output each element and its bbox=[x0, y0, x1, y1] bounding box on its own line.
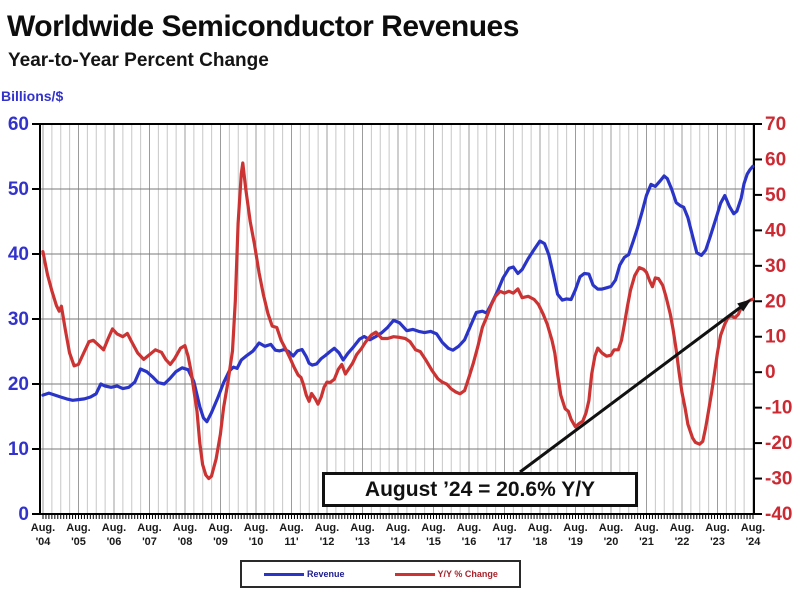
page-title: Worldwide Semiconductor Revenues bbox=[7, 10, 519, 43]
x-axis-month-label: Aug. bbox=[528, 522, 552, 534]
left-axis-tick-label: 20 bbox=[8, 374, 29, 395]
series-line-revenue bbox=[41, 164, 755, 424]
legend-item-revenue: Revenue bbox=[264, 569, 345, 579]
x-axis-year-label: '22 bbox=[675, 536, 690, 548]
x-axis-month-label: Aug. bbox=[634, 522, 658, 534]
page-subtitle: Year-to-Year Percent Change bbox=[8, 50, 269, 71]
x-axis-year-label: '04 bbox=[36, 536, 52, 548]
x-axis-year-label: '20 bbox=[604, 536, 619, 548]
arrowhead bbox=[737, 299, 752, 312]
gridlines bbox=[40, 124, 754, 514]
x-axis-year-label: '24 bbox=[746, 536, 762, 548]
left-axis-units-label: Billions/$ bbox=[1, 88, 64, 104]
yy-change-line-swatch bbox=[394, 572, 435, 576]
x-axis-month-label: Aug. bbox=[173, 522, 197, 534]
x-axis-year-label: '10 bbox=[249, 536, 264, 548]
x-axis-year-label: '21 bbox=[639, 536, 654, 548]
x-axis-year-label: '12 bbox=[320, 536, 335, 548]
annotation-text: August ’24 = 20.6% Y/Y bbox=[364, 477, 596, 501]
left-axis-tick-label: 0 bbox=[18, 504, 29, 525]
x-axis-month-label: Aug. bbox=[741, 522, 765, 534]
x-axis-year-label: 11' bbox=[284, 536, 299, 548]
x-axis-month-label: Aug. bbox=[350, 522, 374, 534]
x-axis-year-label: '16 bbox=[462, 536, 477, 548]
right-axis-tick-label: 0 bbox=[765, 362, 776, 383]
x-axis-year-label: '13 bbox=[355, 536, 370, 548]
x-axis-month-label: Aug. bbox=[492, 522, 516, 534]
x-axis-year-label: '06 bbox=[107, 536, 122, 548]
x-axis-month-label: Aug. bbox=[386, 522, 410, 534]
x-axis-month-label: Aug. bbox=[244, 522, 268, 534]
left-axis-tick-label: 50 bbox=[8, 179, 29, 200]
x-axis-month-label: Aug. bbox=[315, 522, 339, 534]
x-axis-year-label: '05 bbox=[71, 536, 86, 548]
right-axis-tick-label: 50 bbox=[765, 185, 786, 206]
revenue-line-swatch bbox=[264, 572, 304, 576]
x-axis-month-label: Aug. bbox=[563, 522, 587, 534]
legend: Revenue Y/Y % Change bbox=[240, 560, 521, 588]
left-axis-tick-label: 60 bbox=[8, 114, 29, 135]
right-axis-tick-label: -20 bbox=[765, 433, 792, 454]
x-axis-month-label: Aug. bbox=[705, 522, 729, 534]
left-axis-tick-label: 40 bbox=[8, 244, 29, 265]
x-axis-year-label: '18 bbox=[533, 536, 548, 548]
x-axis-year-label: '14 bbox=[391, 536, 407, 548]
x-axis-year-label: '19 bbox=[568, 536, 583, 548]
right-axis-tick-label: 70 bbox=[765, 114, 786, 135]
annotation-callout: August ’24 = 20.6% Y/Y bbox=[322, 472, 638, 507]
x-axis-year-label: '07 bbox=[142, 536, 157, 548]
x-axis-month-label: Aug. bbox=[66, 522, 90, 534]
x-axis-month-label: Aug. bbox=[457, 522, 481, 534]
right-axis-tick-label: 10 bbox=[765, 327, 786, 348]
x-axis-month-label: Aug. bbox=[670, 522, 694, 534]
x-axis-year-label: '17 bbox=[497, 536, 512, 548]
axis-labels: 0 10 20 30 40 50 60 -40 -30 -20 -10 0 10 20 30 40 50 60 70… bbox=[8, 114, 793, 548]
axis-ticks bbox=[32, 123, 762, 519]
right-axis-tick-label: -30 bbox=[765, 469, 792, 490]
right-axis-tick-label: 20 bbox=[765, 291, 786, 312]
x-axis-month-label: Aug. bbox=[102, 522, 126, 534]
legend-item-yy-change: Y/Y % Change bbox=[394, 569, 498, 579]
annotation-arrow bbox=[519, 299, 752, 474]
x-axis-year-label: '09 bbox=[213, 536, 228, 548]
series-line-yy-change bbox=[41, 161, 755, 481]
x-axis-month-label: Aug. bbox=[137, 522, 161, 534]
x-axis-year-label: '23 bbox=[710, 536, 725, 548]
right-axis-tick-label: 30 bbox=[765, 256, 786, 277]
right-axis-tick-label: -40 bbox=[765, 504, 792, 525]
x-axis-year-label: '15 bbox=[426, 536, 441, 548]
legend-label-revenue: Revenue bbox=[307, 569, 345, 579]
x-axis-month-label: Aug. bbox=[31, 522, 55, 534]
right-axis-tick-label: -10 bbox=[765, 398, 792, 419]
right-axis-tick-label: 40 bbox=[765, 220, 786, 241]
data-series bbox=[41, 161, 755, 481]
x-axis-month-label: Aug. bbox=[421, 522, 445, 534]
x-axis-month-label: Aug. bbox=[279, 522, 303, 534]
left-axis-tick-label: 10 bbox=[8, 439, 29, 460]
right-axis-tick-label: 60 bbox=[765, 149, 786, 170]
x-axis-month-label: Aug. bbox=[208, 522, 232, 534]
x-axis-month-label: Aug. bbox=[599, 522, 623, 534]
legend-label-yy-change: Y/Y % Change bbox=[437, 569, 498, 579]
x-axis-year-label: '08 bbox=[178, 536, 193, 548]
left-axis-tick-label: 30 bbox=[8, 309, 29, 330]
